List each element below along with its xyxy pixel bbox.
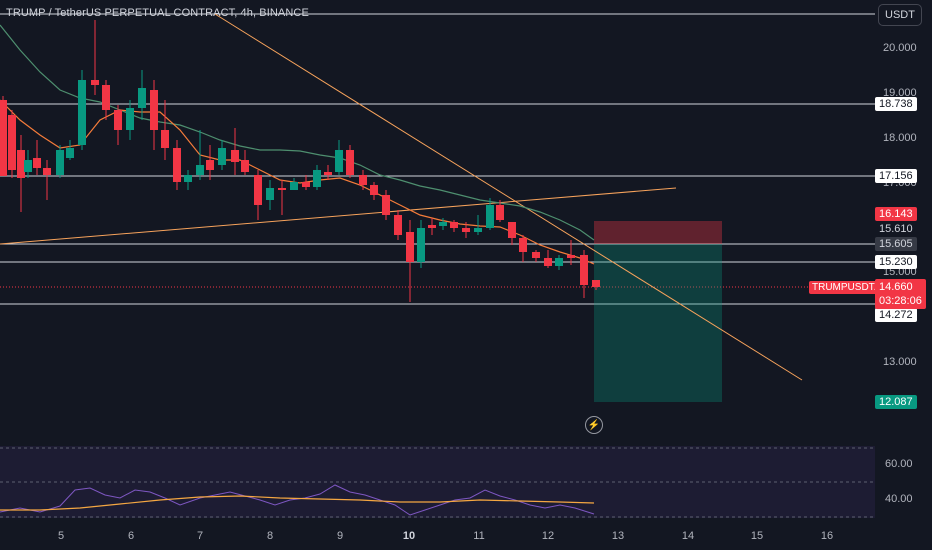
level-tag-18738: 18.738 <box>875 97 917 111</box>
rsi-tick: 60.00 <box>885 458 913 470</box>
candle-body <box>206 160 214 170</box>
candle-body <box>78 80 86 145</box>
candle-body <box>439 222 447 226</box>
time-tick: 7 <box>196 530 204 542</box>
time-tick: 8 <box>266 530 274 542</box>
candle-body <box>231 150 239 162</box>
rsi-pane-bg <box>0 446 875 518</box>
candle-body <box>24 160 32 172</box>
level-tag-17156: 17.156 <box>875 169 917 183</box>
rsi-ma-line <box>0 495 595 511</box>
candle-body <box>8 115 16 170</box>
candle-body <box>555 258 563 266</box>
candle-body <box>302 182 310 187</box>
ema-fast-line <box>0 99 595 265</box>
lightning-icon[interactable]: ⚡ <box>585 416 603 434</box>
target-tag-12087: 12.087 <box>875 395 917 409</box>
candle-body <box>241 160 249 172</box>
candle-body <box>508 222 516 238</box>
candle-body <box>17 150 25 178</box>
price-tick: 15.000 <box>883 266 917 278</box>
currency-button[interactable]: USDT <box>878 4 922 26</box>
rsi-line <box>0 484 595 516</box>
candle-body <box>346 150 354 175</box>
candle-body <box>335 150 343 172</box>
candle-body <box>196 165 204 175</box>
level-tag-15610: 15.610 <box>879 223 913 235</box>
candle-body <box>102 85 110 110</box>
candle-body <box>33 158 41 168</box>
candle-body <box>428 225 436 228</box>
candle-body <box>91 80 99 85</box>
symbol-tag: TRUMPUSDT.P <box>809 281 887 294</box>
candle-body <box>406 232 414 262</box>
candle-body <box>150 90 158 130</box>
time-tick: 9 <box>336 530 344 542</box>
time-tick: 13 <box>611 530 625 542</box>
candle-body <box>218 148 226 165</box>
take-profit-zone <box>594 244 722 402</box>
candle-body <box>382 195 390 215</box>
candle-body <box>56 150 64 175</box>
candle-body <box>0 100 7 176</box>
stop-loss-zone <box>594 221 722 244</box>
candle-body <box>580 255 588 285</box>
candle-body <box>359 175 367 185</box>
current-price-value: 14.660 <box>879 281 913 293</box>
candle-body <box>184 175 192 182</box>
candle-body <box>592 280 600 287</box>
candle-body <box>126 108 134 130</box>
candle-body <box>532 252 540 258</box>
candle-body <box>474 228 482 232</box>
candle-body <box>114 110 122 130</box>
time-tick: 12 <box>541 530 555 542</box>
candle-body <box>486 205 494 228</box>
candle-body <box>266 188 274 200</box>
rsi-tick: 40.00 <box>885 493 913 505</box>
current-price-tag: 14.660 03:28:06 <box>875 279 926 309</box>
level-tag-15230: 15.230 <box>875 255 917 269</box>
time-tick: 16 <box>820 530 834 542</box>
candle-body <box>417 228 425 262</box>
price-tick: 19.000 <box>883 87 917 99</box>
bar-countdown: 03:28:06 <box>879 295 922 307</box>
time-tick: 6 <box>127 530 135 542</box>
candle-body <box>138 88 146 108</box>
time-tick: 5 <box>57 530 65 542</box>
time-tick: 10 <box>402 530 416 542</box>
candle-body <box>161 130 169 148</box>
candle-body <box>370 185 378 195</box>
price-tick: 13.000 <box>883 356 917 368</box>
candle-body <box>567 255 575 258</box>
candle-body <box>450 222 458 228</box>
candle-body <box>496 205 504 220</box>
price-tick: 20.000 <box>883 42 917 54</box>
candle-body <box>313 170 321 187</box>
stop-tag-16143: 16.143 <box>875 207 917 221</box>
candle-body <box>43 168 51 175</box>
candle-body <box>544 258 552 266</box>
candle-body <box>173 148 181 182</box>
candle-body <box>254 175 262 205</box>
candle-body <box>66 148 74 158</box>
candle-body <box>394 215 402 235</box>
ascending-trendline <box>0 187 677 245</box>
price-tick: 18.000 <box>883 132 917 144</box>
candle-body <box>462 228 470 232</box>
level-tag-15605: 15.605 <box>875 237 917 251</box>
time-tick: 14 <box>681 530 695 542</box>
time-tick: 11 <box>473 530 485 542</box>
candle-body <box>324 172 332 175</box>
descending-trendline <box>214 13 803 381</box>
chart-title: TRUMP / TetherUS PERPETUAL CONTRACT, 4h,… <box>6 7 309 19</box>
candle-body <box>278 188 286 190</box>
candle-body <box>290 182 298 190</box>
time-tick: 15 <box>750 530 764 542</box>
candle-body <box>519 238 527 252</box>
level-tag-14272: 14.272 <box>875 308 917 322</box>
